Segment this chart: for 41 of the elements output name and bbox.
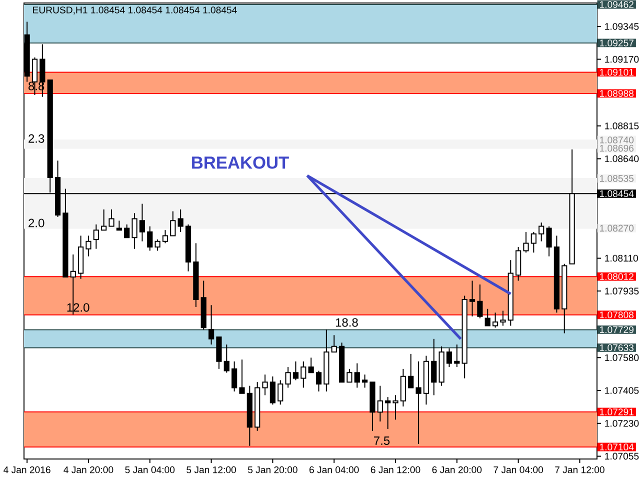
annotation: 18.8 <box>336 318 358 327</box>
x-tick-label: 6 Jan 12:00 <box>370 466 420 474</box>
y-tick-label: 1.07405 <box>605 387 639 394</box>
y-tick-label: 1.08640 <box>605 155 639 162</box>
annotation: BREAKOUT <box>192 156 289 169</box>
y-tick-label: 1.08110 <box>605 254 638 262</box>
y-tick-label: 1.07230 <box>605 420 639 427</box>
x-tick-label: 6 Jan 04:00 <box>309 466 359 474</box>
x-tick-label: 6 Jan 20:00 <box>432 466 482 474</box>
ref-line-label: 1.07291 <box>600 408 634 416</box>
ref-line-label: 1.08988 <box>600 90 634 97</box>
x-tick-label: 4 Jan 2016 <box>4 466 50 474</box>
ref-line-label: 1.08270 <box>600 224 634 232</box>
ref-line-label: 1.08454 <box>600 190 634 198</box>
ref-line-label: 1.07104 <box>600 444 634 450</box>
y-tick-label: 1.07055 <box>605 452 639 460</box>
ref-line-label: 1.09101 <box>600 68 634 76</box>
chart-title: EURUSD,H1 1.08454 1.08454 1.08454 1.08454 <box>33 6 237 15</box>
x-tick-label: 4 Jan 20:00 <box>64 466 114 474</box>
ref-line-label: 1.07633 <box>600 344 634 352</box>
x-tick-label: 7 Jan 04:00 <box>494 466 544 474</box>
annotation: 2.3 <box>28 134 44 143</box>
ref-line-label: 1.07729 <box>600 326 634 334</box>
y-tick-label: 1.07935 <box>605 288 639 294</box>
ref-line-label: 1.08740 <box>600 136 634 144</box>
x-tick-label: 7 Jan 12:00 <box>555 466 604 474</box>
ref-line-label: 1.08012 <box>600 273 634 280</box>
ref-line-label: 1.09462 <box>600 1 634 8</box>
x-tick-label: 5 Jan 12:00 <box>186 466 236 474</box>
ref-line-label: 1.08535 <box>600 175 634 182</box>
ref-line-label: 1.07808 <box>600 311 634 318</box>
y-tick-label: 1.08815 <box>605 122 639 130</box>
y-tick-label: 1.09170 <box>605 56 639 63</box>
y-tick-label: 1.07580 <box>605 354 639 362</box>
ref-line-label: 1.09257 <box>600 40 634 46</box>
band-label: 2.0 <box>28 218 44 228</box>
y-tick-label: 1.09345 <box>605 23 639 30</box>
x-tick-label: 5 Jan 20:00 <box>248 466 298 474</box>
x-tick-label: 5 Jan 04:00 <box>125 466 175 474</box>
ref-line-label: 1.08696 <box>600 144 634 152</box>
annotation: 7.5 <box>374 436 390 445</box>
